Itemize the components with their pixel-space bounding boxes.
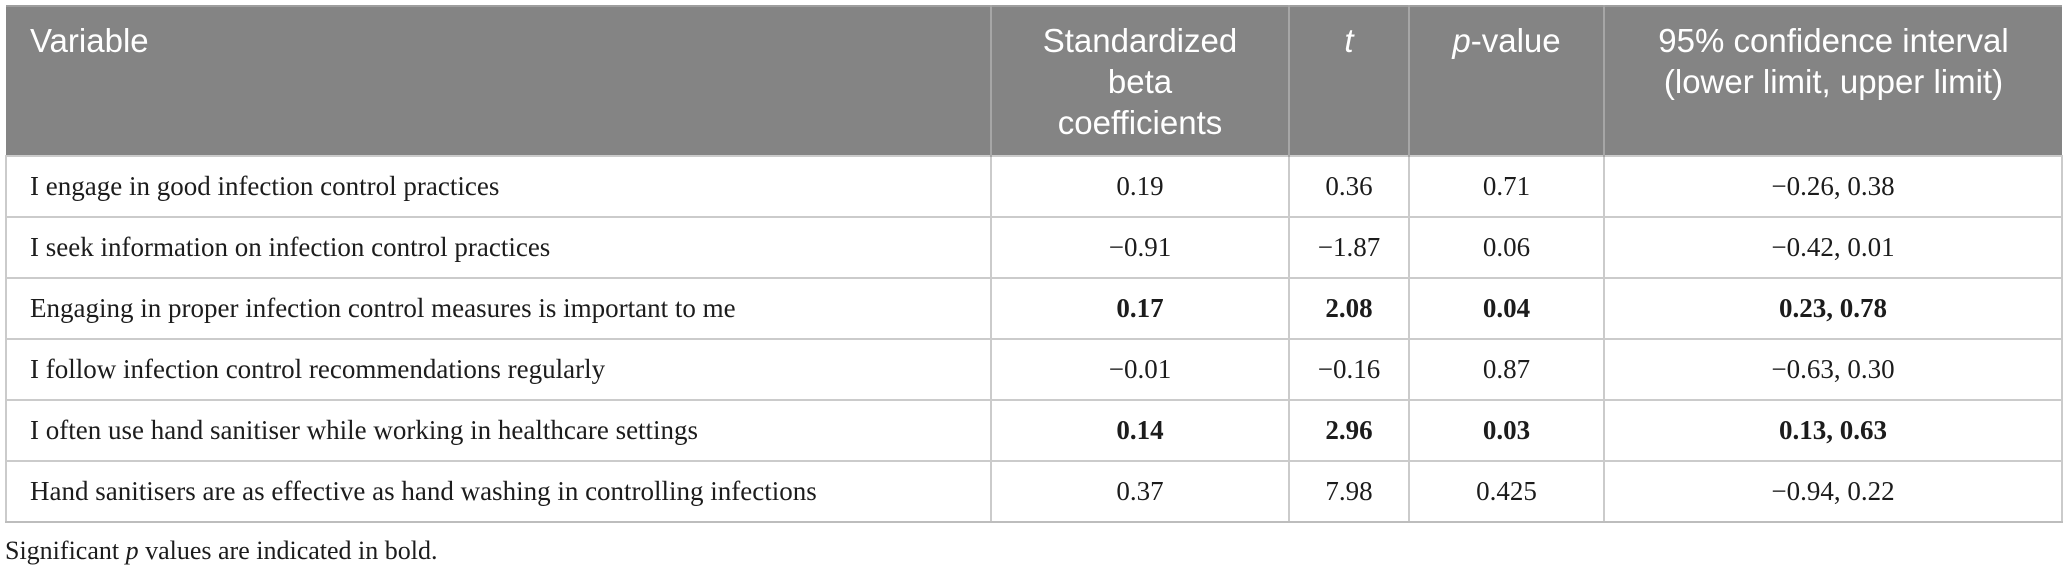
cell-variable: Engaging in proper infection control mea…: [5, 277, 992, 340]
cell-confidence-interval: 0.13, 0.63: [1603, 399, 2063, 462]
cell-p-value: 0.04: [1408, 277, 1605, 340]
cell-beta: −0.91: [990, 216, 1290, 279]
table-row: I follow infection control recommendatio…: [5, 338, 2063, 401]
cell-p-value: 0.71: [1408, 155, 1605, 218]
column-header-t: t: [1289, 5, 1410, 156]
column-header-beta: Standardized beta coefficients: [991, 5, 1290, 156]
footnote-p-symbol: p: [125, 536, 139, 565]
table-row: I engage in good infection control pract…: [5, 155, 2063, 218]
cell-t: 2.08: [1288, 277, 1410, 340]
cell-variable: I engage in good infection control pract…: [5, 155, 992, 218]
cell-confidence-interval: −0.26, 0.38: [1603, 155, 2063, 218]
cell-t: −1.87: [1288, 216, 1410, 279]
cell-beta: −0.01: [990, 338, 1290, 401]
column-header-p-rest: -value: [1470, 22, 1561, 59]
cell-beta: 0.19: [990, 155, 1290, 218]
cell-p-value: 0.425: [1408, 460, 1605, 523]
footnote-text-end: values are indicated in bold.: [138, 536, 438, 565]
cell-t: 2.96: [1288, 399, 1410, 462]
cell-p-value: 0.03: [1408, 399, 1605, 462]
footnote-text-start: Significant: [5, 536, 126, 565]
table-row: Hand sanitisers are as effective as hand…: [5, 460, 2063, 523]
table-row: I often use hand sanitiser while working…: [5, 399, 2063, 462]
cell-t: 7.98: [1288, 460, 1410, 523]
header-row: Variable Standardized beta coefficients …: [6, 5, 2062, 156]
column-header-variable-label: Variable: [30, 22, 149, 59]
cell-confidence-interval: −0.94, 0.22: [1603, 460, 2063, 523]
cell-t: −0.16: [1288, 338, 1410, 401]
column-header-confidence-interval: 95% confidence interval (lower limit, up…: [1604, 5, 2062, 156]
column-header-p-value: p-value: [1409, 5, 1605, 156]
column-header-beta-label: Standardized beta coefficients: [1042, 22, 1238, 141]
cell-beta: 0.17: [990, 277, 1290, 340]
table-row: Engaging in proper infection control mea…: [5, 277, 2063, 340]
cell-variable: I often use hand sanitiser while working…: [5, 399, 992, 462]
table-footnote: Significant p values are indicated in bo…: [5, 536, 438, 566]
cell-beta: 0.37: [990, 460, 1290, 523]
cell-beta: 0.14: [990, 399, 1290, 462]
column-header-variable: Variable: [6, 5, 992, 156]
cell-variable: Hand sanitisers are as effective as hand…: [5, 460, 992, 523]
cell-p-value: 0.06: [1408, 216, 1605, 279]
cell-variable: I follow infection control recommendatio…: [5, 338, 992, 401]
table-header: Variable Standardized beta coefficients …: [6, 5, 2062, 156]
column-header-t-label: t: [1344, 22, 1354, 59]
cell-confidence-interval: 0.23, 0.78: [1603, 277, 2063, 340]
cell-t: 0.36: [1288, 155, 1410, 218]
table-body: I engage in good infection control pract…: [5, 155, 2063, 523]
regression-table-container: Variable Standardized beta coefficients …: [5, 5, 2063, 523]
cell-variable: I seek information on infection control …: [5, 216, 992, 279]
column-header-p-italic: p: [1452, 22, 1471, 59]
cell-p-value: 0.87: [1408, 338, 1605, 401]
column-header-ci-label: 95% confidence interval (lower limit, up…: [1658, 22, 2009, 100]
cell-confidence-interval: −0.63, 0.30: [1603, 338, 2063, 401]
table-row: I seek information on infection control …: [5, 216, 2063, 279]
cell-confidence-interval: −0.42, 0.01: [1603, 216, 2063, 279]
regression-results-table: Variable Standardized beta coefficients …: [5, 5, 2063, 523]
